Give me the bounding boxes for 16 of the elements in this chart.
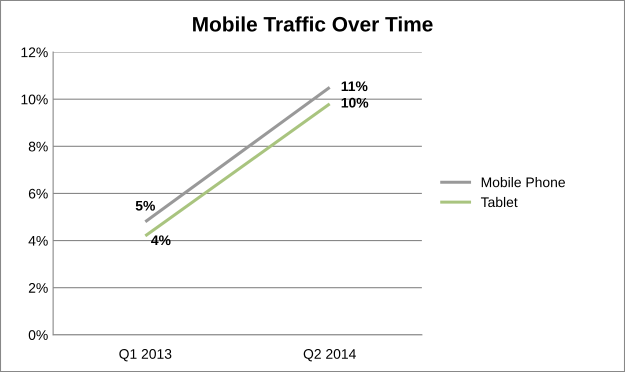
data-label: 4% [151,235,171,246]
y-tick-label: 6% [28,188,48,199]
y-tick-label: 4% [28,236,48,246]
x-tick-label: Q1 2013 [119,349,172,362]
y-tick-label: 12% [22,47,48,58]
chart-title: Mobile Traffic Over Time [193,16,433,32]
data-label: 5% [136,200,155,211]
y-tick-label: 10% [22,94,48,104]
y-tick-label: 2% [28,283,48,293]
x-tick-label: Q2 2014 [304,349,356,362]
legend-label: Mobile Phone [482,177,565,188]
legend-label: Tablet [480,196,518,208]
data-label: 11% [342,81,368,92]
data-label: 10% [342,98,368,108]
y-tick-label: 0% [28,330,48,340]
y-tick-label: 8% [28,142,48,152]
